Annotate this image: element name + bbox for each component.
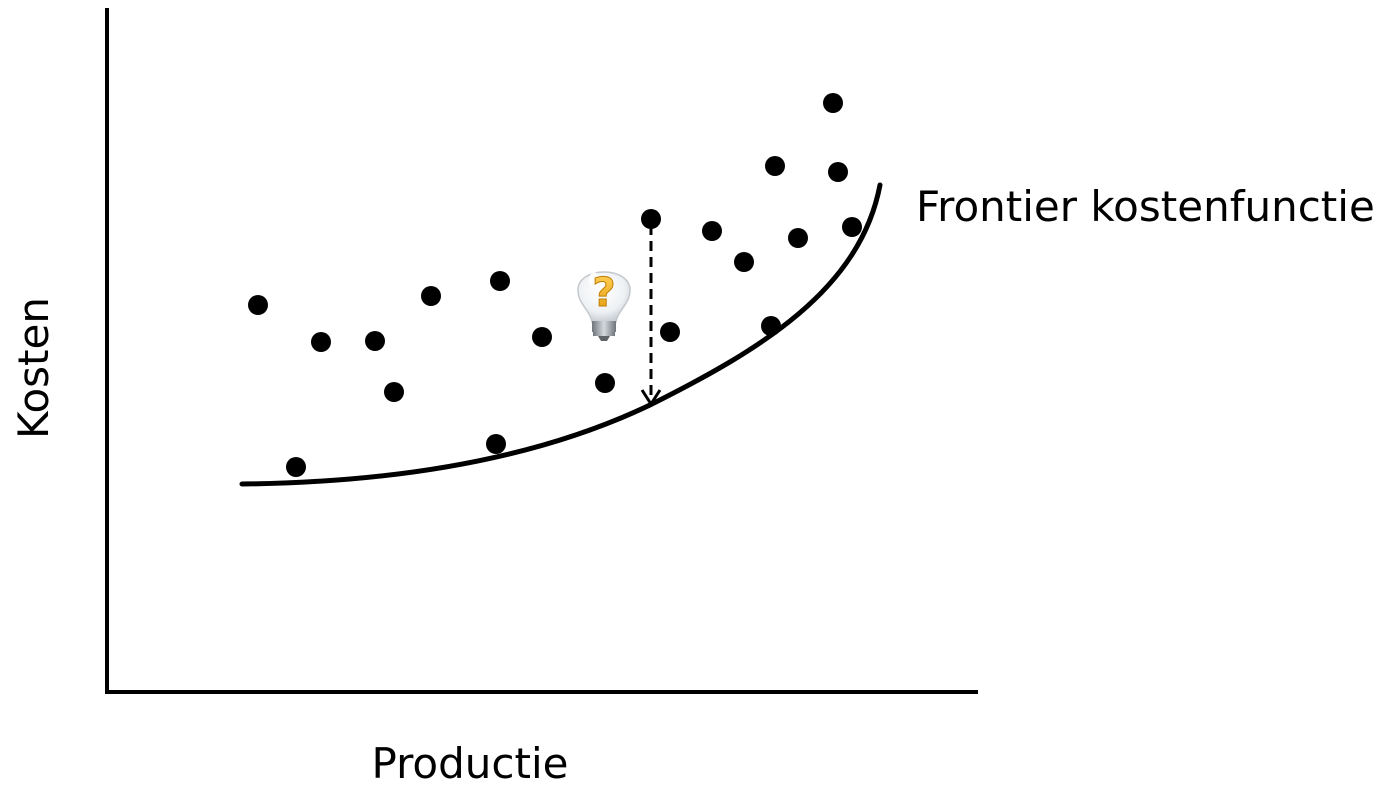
data-point [421,286,441,306]
data-point [734,252,754,272]
data-point [761,316,781,336]
data-point [641,209,661,229]
data-point [842,217,862,237]
data-point [765,156,785,176]
svg-text:?: ? [592,270,615,316]
data-point [286,457,306,477]
data-point [248,295,268,315]
data-point [365,331,385,351]
data-point [384,382,404,402]
data-point [702,221,722,241]
data-point [311,332,331,352]
lightbulb-question-icon: ? [578,270,630,341]
data-point [532,327,552,347]
x-axis-label: Productie [372,739,569,786]
data-point [490,271,510,291]
data-point [788,228,808,248]
data-points [248,93,862,477]
data-point [828,162,848,182]
frontier-curve [242,185,880,484]
y-axis-label: Kosten [9,297,58,439]
data-point [660,322,680,342]
frontier-label: Frontier kostenfunctie [916,182,1375,231]
data-point [595,373,615,393]
data-point [823,93,843,113]
data-point [486,434,506,454]
